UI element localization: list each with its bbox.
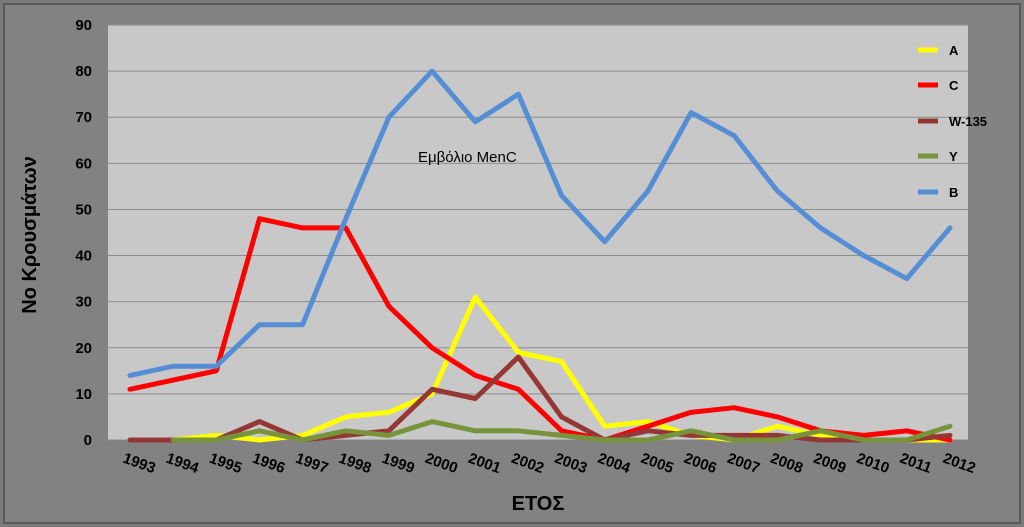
y-tick-labels: 0 10 20 30 40 50 60 70 80 90 bbox=[75, 17, 92, 449]
series-line-a bbox=[170, 294, 953, 443]
legend-label: W-135 bbox=[949, 114, 987, 129]
y-tick-label: 40 bbox=[75, 248, 92, 265]
legend-label: A bbox=[949, 43, 959, 58]
series-lines bbox=[127, 68, 953, 443]
legend: A C W-135 Y B bbox=[918, 43, 987, 200]
series-line-b bbox=[127, 68, 953, 378]
y-tick-label: 70 bbox=[75, 109, 92, 126]
plot-area bbox=[108, 25, 968, 440]
legend-label: Y bbox=[949, 149, 958, 164]
annotation-vaccine: Εμβόλιο MenC bbox=[418, 149, 517, 166]
legend-label: B bbox=[949, 185, 958, 200]
y-tick-label: 0 bbox=[84, 432, 92, 449]
y-tick-label: 90 bbox=[75, 17, 92, 34]
series-line-w-135 bbox=[127, 354, 953, 443]
y-tick-label: 60 bbox=[75, 155, 92, 172]
y-axis-title: Νο Κρουσμάτων bbox=[19, 156, 41, 314]
x-axis-title: ΕΤΟΣ bbox=[512, 493, 565, 515]
y-tick-label: 50 bbox=[75, 201, 92, 218]
y-tick-label: 80 bbox=[75, 63, 92, 80]
legend-label: C bbox=[949, 78, 959, 93]
series-line-c bbox=[127, 216, 953, 443]
y-tick-label: 30 bbox=[75, 294, 92, 311]
y-tick-label: 10 bbox=[75, 386, 92, 403]
series-line-y bbox=[170, 419, 953, 443]
y-tick-label: 20 bbox=[75, 340, 92, 357]
